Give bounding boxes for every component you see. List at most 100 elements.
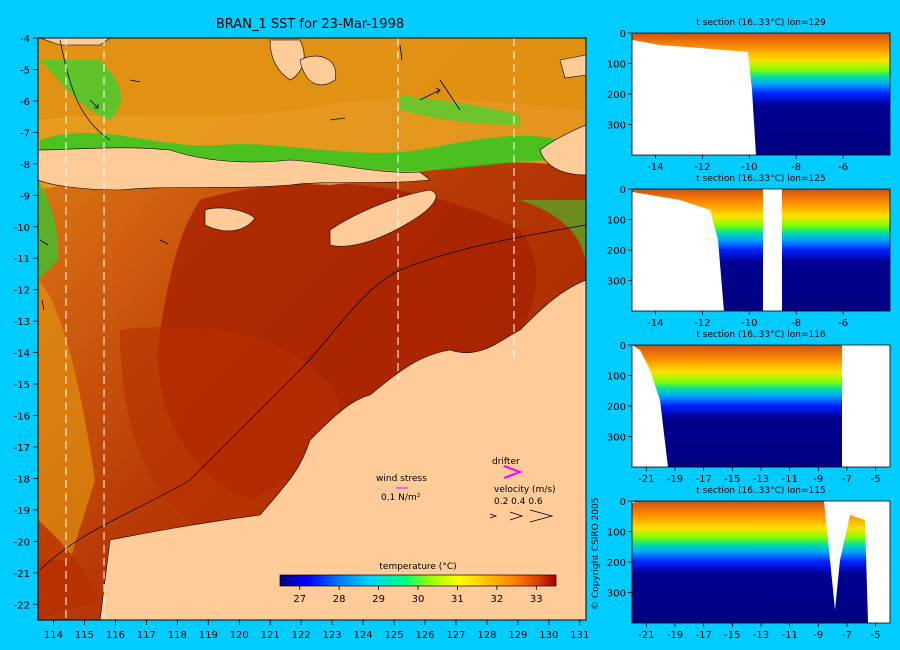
velocity-label: velocity (m/s) <box>494 485 556 495</box>
section-panels: t section (16..33°C) lon=129 -14 -12 -10 -8 -… <box>607 18 891 641</box>
section-panel-1: t section (16..33°C) lon=129 -14 -12 -10 -8 -… <box>607 18 891 173</box>
map-x-tick-label: 130 <box>539 630 558 641</box>
section-x-tick-label: -10 <box>741 318 757 329</box>
section-x-tick-label: -11 <box>781 630 797 641</box>
section-x-tick-label: -19 <box>667 630 683 641</box>
section-x-tick-label: -12 <box>694 162 710 173</box>
colorbar-title: temperature (°C) <box>379 562 456 572</box>
section-panel-4: t section (16..33°C) lon=115 -21 -19 -17 -15… <box>607 486 891 641</box>
section-x-tick-label: -10 <box>741 162 757 173</box>
section-x-tick-label: -13 <box>753 474 769 485</box>
section-x-tick-label: -19 <box>667 474 683 485</box>
colorbar-tick-label: 28 <box>333 594 346 605</box>
map-y-tick-label: -20 <box>14 537 30 548</box>
copyright: © Copyright CSIRO 2005 <box>591 498 601 610</box>
section-y-tick-label: 200 <box>607 402 626 413</box>
map-x-tick-label: 122 <box>292 630 311 641</box>
colorbar-tick-label: 27 <box>293 594 306 605</box>
map-x-tick-label: 124 <box>354 630 373 641</box>
section-x-tick-label: -7 <box>842 630 852 641</box>
section-y-tick-label: 200 <box>607 558 626 569</box>
map-y-tick-label: -21 <box>14 569 30 580</box>
section-panel-2: t section (16..33°C) lon=125 -14 -12 -10 -8 -… <box>607 174 891 329</box>
buton-island <box>299 55 337 85</box>
map-x-tick-label: 120 <box>230 630 249 641</box>
map-x-tick-label: 127 <box>446 630 465 641</box>
map-x-tick-label: 121 <box>261 630 280 641</box>
map-y-tick-label: -8 <box>20 160 30 171</box>
map-x-tick-label: 123 <box>323 630 342 641</box>
map-y-tick-label: -7 <box>20 128 30 139</box>
map-y-tick-label: -12 <box>14 286 30 297</box>
map-frame <box>37 37 587 621</box>
section-x-tick-label: -5 <box>871 630 881 641</box>
map-x-tick-label: 131 <box>570 630 589 641</box>
section-x-tick-label: -17 <box>695 630 711 641</box>
map-y-tick-label: -5 <box>20 65 30 76</box>
section-title: t section (16..33°C) lon=116 <box>696 330 826 340</box>
section-panel-3: t section (16..33°C) lon=116 -21 -19 -17 -15… <box>607 330 891 485</box>
velocity-arrows <box>489 509 554 523</box>
section-y-tick-label: 300 <box>607 277 626 288</box>
map-x-tick-label: 128 <box>477 630 496 641</box>
bathymetry-contour <box>39 224 586 571</box>
map-y-tick-label: -16 <box>14 412 30 423</box>
section-x-tick-label: -13 <box>753 630 769 641</box>
banda-island <box>559 54 586 79</box>
section-temperature-field <box>632 501 890 623</box>
section-x-tick-label: -9 <box>813 630 823 641</box>
wind-arrows <box>39 44 461 311</box>
section-title: t section (16..33°C) lon=129 <box>696 18 826 28</box>
colorbar-tick-label: 30 <box>412 594 425 605</box>
section-x-tick-label: -6 <box>838 162 848 173</box>
sst-map <box>38 38 586 620</box>
section-y-tick-label: 200 <box>607 246 626 257</box>
sumba-island <box>204 207 256 232</box>
section-x-tick-label: -15 <box>724 474 740 485</box>
section-y-tick-label: 300 <box>607 433 626 444</box>
wind-stress-label: wind stress <box>376 474 427 484</box>
drifter-marker <box>503 465 523 479</box>
drifter-label: drifter <box>492 457 520 467</box>
australia-land <box>99 279 586 620</box>
map-x-tick-label: 114 <box>44 630 63 641</box>
map-y-tick-label: -22 <box>14 600 30 611</box>
section-x-tick-label: -17 <box>695 474 711 485</box>
map-x-tick-label: 126 <box>415 630 434 641</box>
map-x-tick-label: 119 <box>199 630 218 641</box>
map-x-tick-label: 125 <box>384 630 403 641</box>
velocity-values: 0.2 0.4 0.6 <box>494 497 543 507</box>
section-y-tick-label: 100 <box>607 216 626 227</box>
map-y-tick-label: -14 <box>14 349 30 360</box>
section-land-mask <box>632 33 756 155</box>
section-x-tick-label: -9 <box>813 474 823 485</box>
colorbar-tick-label: 29 <box>372 594 385 605</box>
section-x-tick-label: -5 <box>871 474 881 485</box>
section-land-mask <box>632 189 724 311</box>
map-y-tick-label: -9 <box>20 191 30 202</box>
section-y-tick-label: 100 <box>607 60 626 71</box>
map-title: BRAN_1 SST for 23-Mar-1998 <box>216 17 404 32</box>
colorbar <box>279 574 557 587</box>
map-y-tick-label: -18 <box>14 474 30 485</box>
section-title: t section (16..33°C) lon=125 <box>696 174 825 184</box>
colorbar-ticks: 27 28 29 30 31 32 33 <box>293 586 543 605</box>
map-x-tick-label: 118 <box>168 630 187 641</box>
map-y-tick-label: -13 <box>14 317 30 328</box>
section-x-tick-label: -21 <box>638 630 654 641</box>
section-x-tick-label: -8 <box>791 162 801 173</box>
section-x-tick-label: -15 <box>724 630 740 641</box>
section-x-tick-label: -6 <box>838 318 848 329</box>
colorbar-tick-label: 32 <box>490 594 503 605</box>
section-land-mask-extra <box>763 189 782 311</box>
section-x-tick-label: -12 <box>694 318 710 329</box>
sulawesi-island <box>269 39 305 81</box>
cool-patch-w <box>38 180 59 280</box>
section-x-tick-label: -7 <box>842 474 852 485</box>
cool-patch-nw <box>40 60 121 120</box>
map-y-tick-label: -4 <box>20 34 30 45</box>
map-y-tick-label: -15 <box>14 380 30 391</box>
section-y-tick-label: 300 <box>607 121 626 132</box>
lesser-sunda-islands <box>38 147 431 191</box>
section-x-tick-label: -14 <box>647 318 663 329</box>
